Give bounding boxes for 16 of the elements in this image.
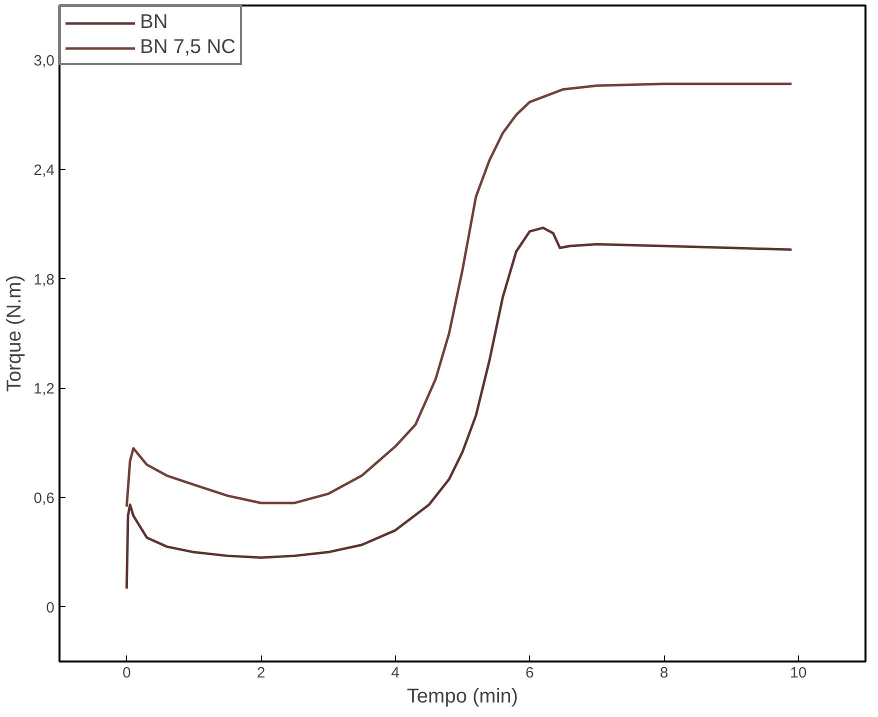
y-tick-label: 2,4 <box>34 162 55 179</box>
x-tick-label: 0 <box>122 664 131 682</box>
x-tick-label: 8 <box>660 664 668 682</box>
x-tick-label: 10 <box>790 664 807 682</box>
legend-label: BN <box>140 11 168 34</box>
y-axis-title: Torque (N.m) <box>4 275 26 392</box>
y-tick-label: 3,0 <box>34 52 55 70</box>
y-tick-label: 0 <box>46 599 54 616</box>
legend-label: BN 7,5 NC <box>140 36 236 59</box>
y-tick-label: 1,2 <box>34 380 55 398</box>
y-tick-label: 0,6 <box>34 490 55 507</box>
x-tick-label: 6 <box>525 664 534 682</box>
x-axis-title: Tempo (min) <box>406 686 518 708</box>
x-tick-label: 4 <box>391 664 400 682</box>
x-tick-label: 2 <box>256 664 266 682</box>
y-tick-label: 1,8 <box>34 271 55 288</box>
